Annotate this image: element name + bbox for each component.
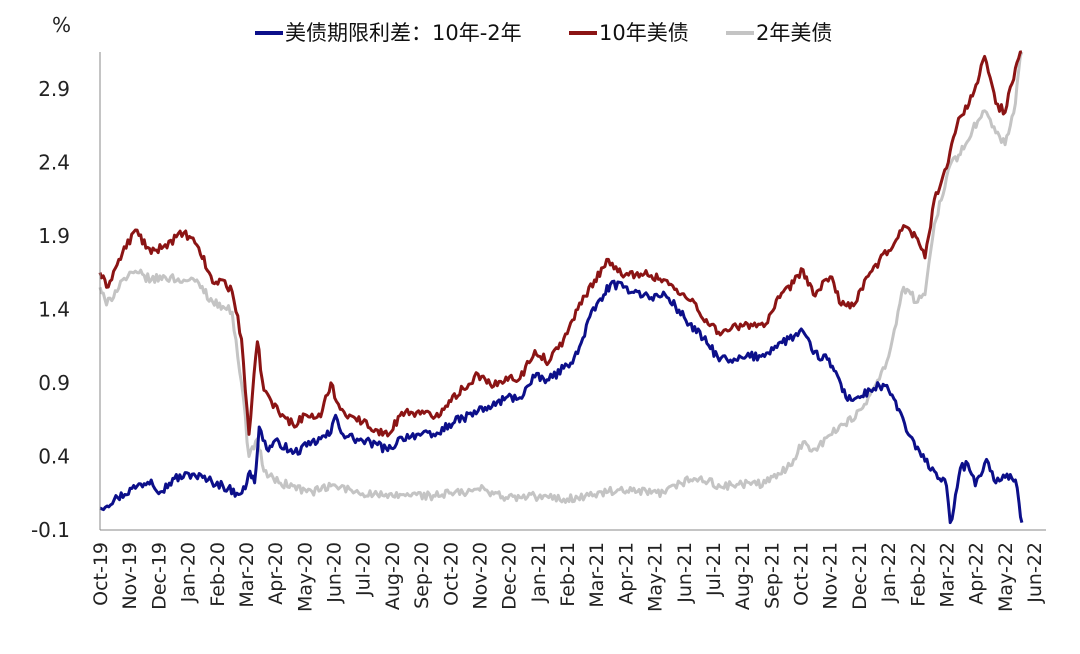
- x-tick-label: Oct-21: [791, 542, 813, 606]
- x-tick-label: Jun-22: [1024, 542, 1046, 604]
- x-tick-label: Feb-21: [557, 542, 579, 607]
- legend-label-10y: 10年美债: [599, 21, 689, 45]
- y-tick-label: -0.1: [31, 518, 70, 542]
- series-layer: [98, 50, 1024, 525]
- y-tick-label: 1.9: [38, 224, 70, 248]
- x-tick-label: Dec-20: [499, 542, 521, 610]
- legend: 美债期限利差：10年-2年 10年美债 2年美债: [255, 21, 832, 45]
- x-tick-label: May-21: [645, 542, 667, 612]
- legend-label-spread: 美债期限利差：10年-2年: [285, 21, 522, 45]
- x-tick-label: Mar-21: [586, 542, 608, 608]
- x-tick-label: Dec-21: [849, 542, 871, 610]
- x-tick-label: Aug-21: [732, 542, 754, 610]
- x-tick-label: Oct-20: [440, 542, 462, 606]
- x-tick-label: Dec-19: [148, 542, 170, 610]
- x-tick-label: Sep-21: [761, 542, 783, 609]
- x-tick-label: Nov-21: [820, 542, 842, 610]
- y-tick-label: 2.9: [38, 77, 70, 101]
- x-tick-label: Apr-22: [966, 542, 988, 605]
- x-tick-label: Feb-20: [207, 542, 229, 607]
- x-tick-label: Jun-20: [324, 542, 346, 604]
- x-tick-label: Aug-20: [382, 542, 404, 610]
- x-axis-ticks: Oct-19 Nov-19 Dec-19 Jan-20 Feb-20 Mar-20 Apr-…: [90, 542, 1046, 612]
- x-tick-label: Jan-22: [878, 542, 900, 603]
- y-tick-label: 1.4: [38, 297, 70, 321]
- legend-label-2y: 2年美债: [756, 21, 832, 45]
- legend-item-10y[interactable]: 10年美债: [569, 21, 689, 45]
- x-tick-label: Jun-21: [674, 542, 696, 604]
- x-tick-label: Apr-21: [615, 542, 637, 605]
- x-tick-label: Jul-21: [703, 542, 725, 597]
- x-tick-label: Jul-20: [353, 542, 375, 597]
- x-tick-label: Nov-19: [119, 542, 141, 610]
- x-tick-label: May-22: [995, 542, 1017, 612]
- x-tick-label: Nov-20: [469, 542, 491, 610]
- series-line-2y: [98, 51, 1024, 504]
- x-tick-label: Mar-22: [936, 542, 958, 608]
- y-axis-ticks: -0.1 0.4 0.9 1.4 1.9 2.4 2.9: [31, 77, 70, 542]
- x-tick-label: Oct-19: [90, 542, 112, 606]
- x-tick-label: Feb-22: [907, 542, 929, 607]
- y-tick-label: 0.9: [38, 371, 70, 395]
- x-tick-label: Apr-20: [265, 542, 287, 605]
- series-line-spread: [99, 279, 1024, 525]
- y-unit-label: %: [52, 13, 71, 37]
- x-tick-label: Jan-20: [178, 542, 200, 603]
- x-tick-label: Mar-20: [236, 542, 258, 608]
- legend-item-spread[interactable]: 美债期限利差：10年-2年: [255, 21, 522, 45]
- y-tick-label: 0.4: [38, 444, 70, 468]
- x-tick-label: Jan-21: [528, 542, 550, 603]
- y-tick-label: 2.4: [38, 150, 70, 174]
- legend-item-2y[interactable]: 2年美债: [726, 21, 832, 45]
- series-line-10y: [98, 50, 1022, 438]
- x-tick-label: May-20: [294, 542, 316, 612]
- x-tick-label: Sep-20: [411, 542, 433, 609]
- axes: [99, 52, 1046, 531]
